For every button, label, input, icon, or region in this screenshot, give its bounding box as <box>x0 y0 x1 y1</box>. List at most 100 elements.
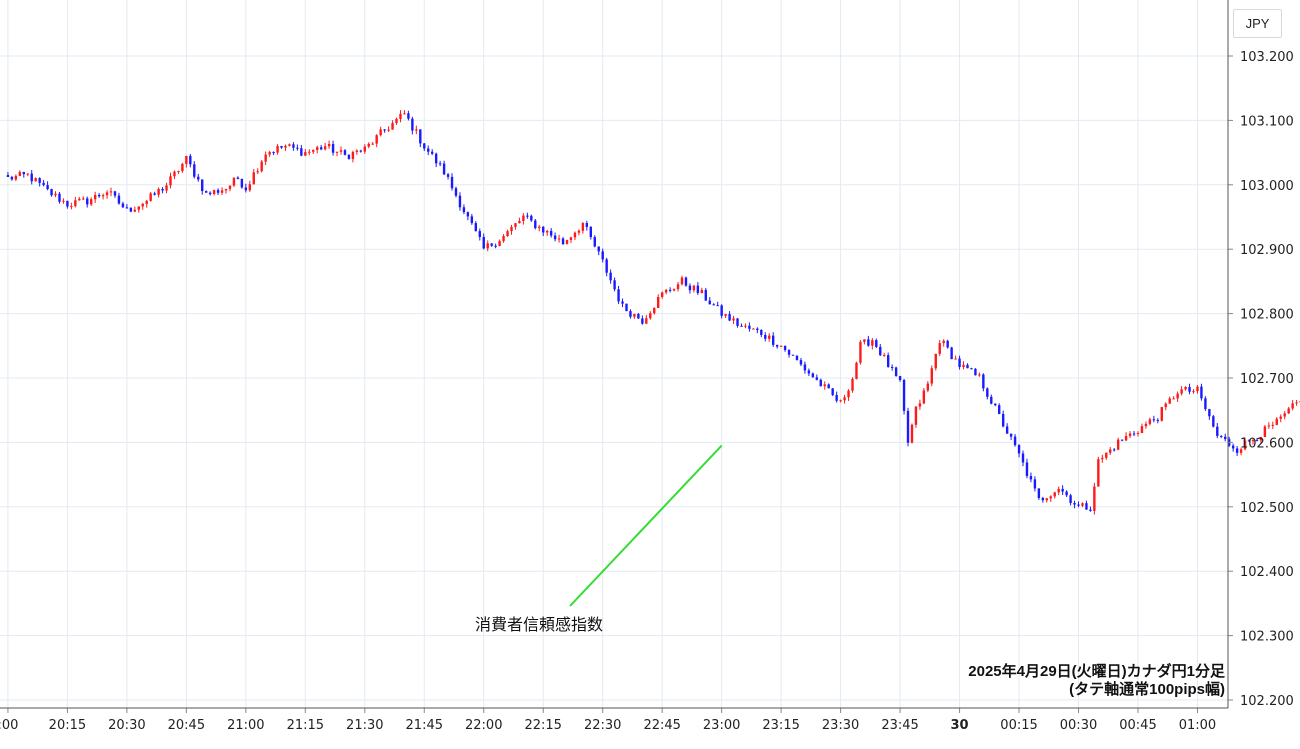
candle-body <box>962 364 965 368</box>
candle-body <box>264 154 267 162</box>
candle-body <box>395 118 398 123</box>
candle-body <box>890 366 894 368</box>
candle-body <box>966 364 969 369</box>
candle-body <box>910 424 914 443</box>
candle-body <box>1013 436 1017 446</box>
annotation <box>569 444 723 607</box>
candle-body <box>522 215 525 221</box>
candle-body <box>664 289 668 293</box>
x-tick-label: 22:30 <box>584 718 621 733</box>
candle-body <box>946 340 949 348</box>
candle-body <box>1152 419 1156 421</box>
candle-body <box>430 151 434 154</box>
candle-body <box>1160 407 1163 421</box>
candle-body <box>415 129 418 131</box>
candle-body <box>569 237 573 241</box>
candle-body <box>585 223 589 227</box>
candle-body <box>308 151 311 153</box>
candle-body <box>1057 488 1060 493</box>
candle-body <box>438 163 442 165</box>
candle-body <box>82 198 85 200</box>
candle-body <box>994 403 997 406</box>
y-tick-label: 102.900 <box>1240 243 1294 258</box>
candle-body <box>736 318 739 326</box>
candle-body <box>1168 398 1171 404</box>
annotation-label: 消費者信頼感指数 <box>475 617 604 634</box>
y-tick-label: 102.600 <box>1240 436 1294 451</box>
candle-body <box>879 346 882 356</box>
x-tick-label: 23:15 <box>762 718 799 733</box>
candle-body <box>542 226 545 233</box>
x-tick-label: 23:30 <box>822 718 859 733</box>
candle-body <box>748 325 751 329</box>
candle-body <box>165 185 168 191</box>
candle-body <box>343 150 347 155</box>
candle-body <box>1136 432 1140 434</box>
candle-body <box>220 190 224 193</box>
candle-body <box>978 374 981 376</box>
candle-body <box>581 223 585 231</box>
candle-body <box>1235 448 1239 453</box>
candle-body <box>843 397 846 401</box>
candle-body <box>577 230 581 233</box>
candle-body <box>173 171 176 177</box>
x-tick-label: 01:00 <box>1179 718 1216 733</box>
candle-body <box>367 143 370 147</box>
candle-body <box>1029 476 1033 480</box>
candle-body <box>78 198 81 201</box>
candle-body <box>898 376 902 381</box>
x-tick-label: 00:15 <box>1000 718 1037 733</box>
candle-body <box>1037 488 1041 498</box>
candle-body <box>1180 389 1183 394</box>
candle-body <box>423 143 426 149</box>
candle-body <box>803 364 807 371</box>
candle-body <box>6 175 10 177</box>
candle-body <box>145 200 148 204</box>
candle-body <box>125 207 129 209</box>
candle-body <box>1259 436 1263 441</box>
candle-body <box>482 236 485 249</box>
x-tick-label: :00 <box>0 718 18 733</box>
candle-body <box>197 176 200 180</box>
candle-body <box>795 355 799 361</box>
candle-body <box>1144 423 1148 427</box>
candle-body <box>284 145 287 148</box>
candle-body <box>54 193 57 196</box>
candle-body <box>859 341 862 363</box>
candle-body <box>391 122 394 130</box>
candle-body <box>1247 440 1251 442</box>
candle-body <box>720 305 723 316</box>
candle-body <box>553 235 557 240</box>
candle-body <box>609 272 612 281</box>
candle-body <box>998 405 1001 414</box>
candle-body <box>1220 435 1223 437</box>
candle-body <box>1101 457 1104 460</box>
candle-body <box>696 285 700 294</box>
candle-body <box>1033 479 1037 489</box>
currency-badge[interactable]: JPY <box>1233 9 1282 38</box>
candle-body <box>657 296 660 308</box>
candle-body <box>1204 398 1207 410</box>
candle-body <box>625 303 628 312</box>
candle-body <box>113 191 117 196</box>
candle-body <box>557 238 561 240</box>
candle-body <box>573 232 577 238</box>
candle-body <box>407 113 410 119</box>
candle-body <box>252 172 255 185</box>
candle-body <box>1224 436 1227 440</box>
x-tick-label: 21:45 <box>406 718 443 733</box>
candle-body <box>914 406 918 425</box>
candle-body <box>934 353 937 369</box>
candle-body <box>105 192 109 196</box>
candle-body <box>1243 440 1247 450</box>
candle-body <box>534 220 537 229</box>
candle-body <box>728 314 731 321</box>
candle-body <box>1196 386 1199 392</box>
candle-body <box>58 193 61 202</box>
candle-body <box>347 154 351 159</box>
candle-body <box>867 339 870 346</box>
candle-body <box>791 354 795 356</box>
y-tick-label: 103.000 <box>1240 179 1294 194</box>
